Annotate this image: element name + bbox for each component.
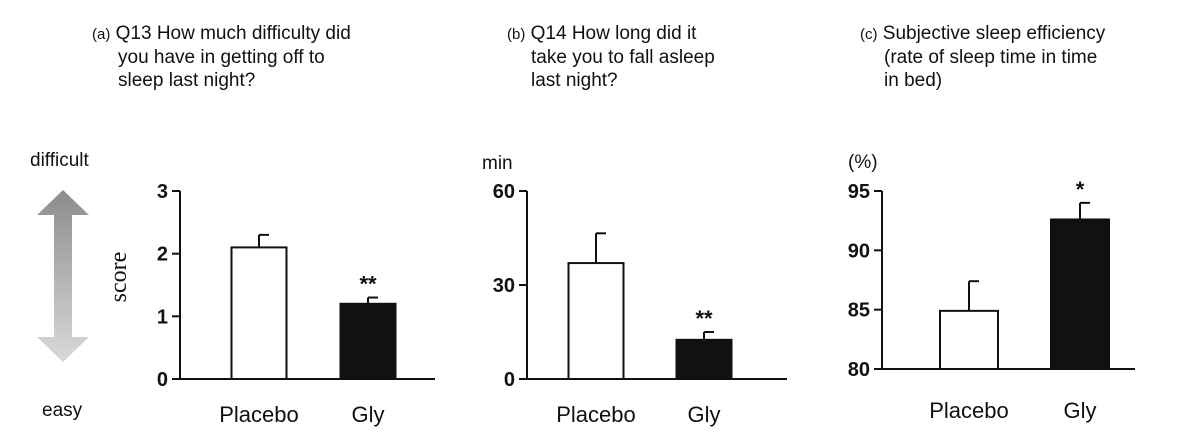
significance-marker: ** xyxy=(359,272,377,297)
y-tick-label: 1 xyxy=(157,306,168,328)
y-unit-label: (%) xyxy=(848,152,878,173)
bar-gly xyxy=(339,302,397,380)
chart-1: 0 1 2 3 score Placebo Gly ** xyxy=(106,181,435,427)
y-tick-label: 30 xyxy=(493,275,515,297)
difficulty-scale-arrow-icon xyxy=(37,190,89,362)
panel-b-title: (b) Q14 How long did it take you to fall… xyxy=(507,22,715,92)
panel-a-title-line-3: sleep last night? xyxy=(118,70,256,91)
panel-b-title-line-1: Q14 How long did it xyxy=(530,23,697,44)
x-tick-label: Gly xyxy=(688,402,721,427)
panel-c-title-line-2: (rate of sleep time in time xyxy=(884,47,1098,68)
y-tick-label: 85 xyxy=(848,300,870,322)
bar-placebo xyxy=(567,262,625,381)
panel-a-label: (a) xyxy=(92,26,111,43)
panel-c-title: (c) Subjective sleep efficiency (rate of… xyxy=(860,22,1105,92)
x-tick-label: Gly xyxy=(1064,398,1097,423)
scale-top-label: difficult xyxy=(30,150,89,171)
x-tick-label: Placebo xyxy=(556,402,636,427)
y-axis-label: score xyxy=(106,252,132,303)
y-tick-label: 2 xyxy=(157,244,168,266)
x-tick-label: Gly xyxy=(352,402,385,427)
y-tick-label: 80 xyxy=(848,359,870,381)
y-tick-label: 3 xyxy=(157,181,168,203)
y-tick-label: 0 xyxy=(504,369,515,391)
panel-b-title-line-3: last night? xyxy=(531,70,618,91)
panel-b-label: (b) xyxy=(507,26,526,43)
panel-c-title-line-3: in bed) xyxy=(884,70,943,91)
bar-placebo xyxy=(939,309,999,370)
panel-c-label: (c) xyxy=(860,26,878,43)
y-tick-label: 60 xyxy=(493,181,515,203)
x-tick-label: Placebo xyxy=(929,398,1009,423)
panel-a-title-line-1: Q13 How much difficulty did xyxy=(115,23,351,44)
bar-gly xyxy=(1050,218,1110,370)
panel-a-title: (a) Q13 How much difficulty did you have… xyxy=(92,22,351,92)
y-unit-label: min xyxy=(482,153,513,174)
significance-marker: * xyxy=(1076,177,1085,202)
bar-placebo xyxy=(230,246,288,380)
scale-bottom-label: easy xyxy=(42,400,83,421)
significance-marker: ** xyxy=(695,306,713,331)
chart-2: 0 30 60 min Placebo Gly ** xyxy=(482,153,787,427)
panel-a-title-line-2: you have in getting off to xyxy=(118,47,325,68)
y-tick-label: 0 xyxy=(157,369,168,391)
bar-gly xyxy=(675,338,733,381)
y-tick-label: 95 xyxy=(848,181,870,203)
panel-b-title-line-2: take you to fall asleep xyxy=(531,47,715,68)
panel-c-title-line-1: Subjective sleep efficiency xyxy=(882,23,1106,44)
y-tick-label: 90 xyxy=(848,240,870,262)
x-tick-label: Placebo xyxy=(219,402,299,427)
chart-3: 80 85 90 95 (%) Placebo Gly * xyxy=(848,152,1135,423)
